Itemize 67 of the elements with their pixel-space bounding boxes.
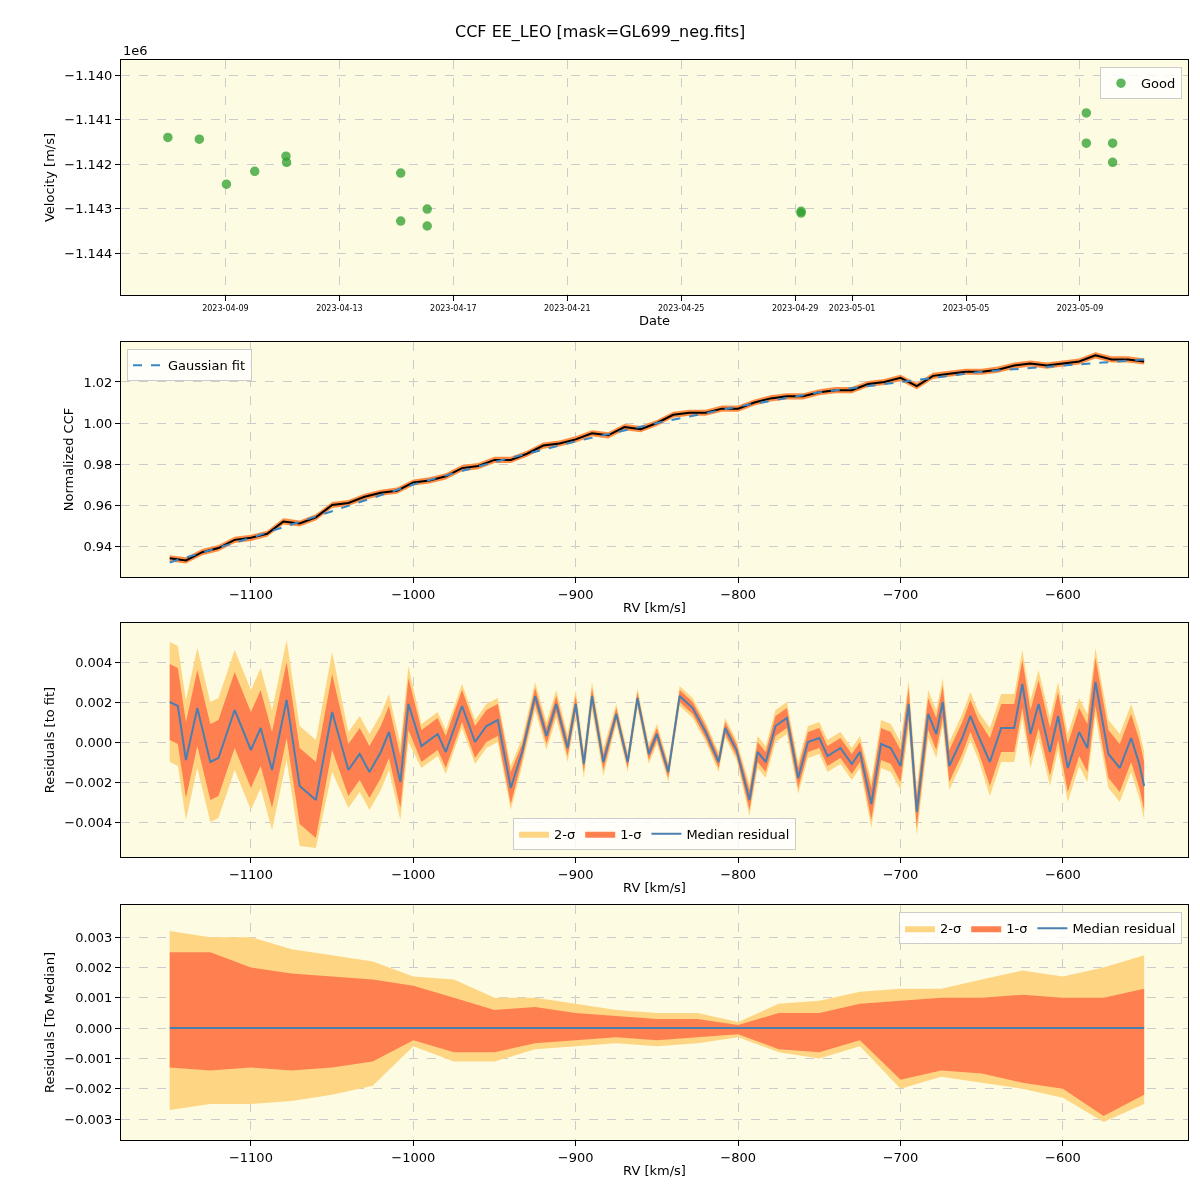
y-tick-label: 0.94 <box>83 538 113 554</box>
x-axis-title: Date <box>638 312 671 328</box>
y-tick-label: 0.96 <box>83 497 113 513</box>
x-tick-label: 2023-05-09 <box>1056 303 1104 313</box>
y-tick-label: −0.001 <box>64 1050 113 1066</box>
legend-label: 2-σ <box>940 921 962 937</box>
x-tick-label: −700 <box>882 1149 919 1165</box>
y-tick-label: −0.003 <box>64 1111 113 1127</box>
x-tick-label: 2023-05-01 <box>828 303 876 313</box>
y-tick-label: −1.143 <box>64 201 113 217</box>
y-tick-label: −0.004 <box>64 814 113 830</box>
x-tick-label: −800 <box>720 866 756 882</box>
x-axis-title: RV [km/s] <box>623 1163 686 1179</box>
x-tick-label: −800 <box>720 1149 756 1165</box>
x-tick-label: 2023-04-21 <box>544 303 591 313</box>
x-tick-label: 2023-04-17 <box>430 303 477 313</box>
y-tick-label: 0.000 <box>75 734 113 750</box>
y-axis-title: Normalized CCF <box>61 407 77 512</box>
chart-title: CCF EE_LEO [mask=GL699_neg.fits] <box>455 22 746 42</box>
x-tick-label: −900 <box>557 1149 594 1165</box>
y-tick-label: −1.140 <box>64 67 113 83</box>
legend-label: 1-σ <box>620 826 642 842</box>
y-axis-title: Residuals [To Median] <box>42 951 58 1094</box>
x-tick-label: −900 <box>557 586 594 602</box>
y-axis-title: Residuals [to fit] <box>42 686 58 794</box>
y-tick-label: −1.141 <box>64 112 113 128</box>
x-tick-label: 2023-04-29 <box>771 303 819 313</box>
x-tick-label: −600 <box>1045 866 1081 882</box>
legend-label: Good <box>1141 76 1176 92</box>
x-tick-label: 2023-04-09 <box>202 303 249 313</box>
y-tick-label: 0.002 <box>75 694 113 710</box>
y-tick-label: 1.02 <box>83 374 113 390</box>
y-tick-label: −1.144 <box>64 245 113 261</box>
y-tick-label: 0.001 <box>75 990 113 1006</box>
x-tick-label: −600 <box>1045 1149 1081 1165</box>
x-tick-label: −1000 <box>391 866 436 882</box>
y-tick-label: −1.142 <box>64 156 113 172</box>
y-tick-label: 0.004 <box>75 654 113 670</box>
x-axis-title: RV [km/s] <box>623 880 686 896</box>
x-tick-label: −1000 <box>391 586 436 602</box>
legend-label: Gaussian fit <box>168 358 246 374</box>
legend-label: 1-σ <box>1006 921 1028 937</box>
legend-label: 2-σ <box>554 826 576 842</box>
y-tick-label: 1.00 <box>83 415 113 431</box>
x-tick-label: 2023-05-05 <box>942 303 990 313</box>
x-tick-label: −1100 <box>228 1149 273 1165</box>
x-tick-label: −600 <box>1045 586 1081 602</box>
x-tick-label: −1000 <box>391 1149 436 1165</box>
legend-label: Median residual <box>1072 921 1176 937</box>
legend-label: Median residual <box>686 826 790 842</box>
x-tick-label: 2023-04-13 <box>316 303 363 313</box>
y-tick-label: −0.002 <box>64 774 113 790</box>
x-tick-label: −700 <box>882 866 919 882</box>
y-axis-title: Velocity [m/s] <box>42 132 58 223</box>
y-tick-label: 0.002 <box>75 960 113 976</box>
x-tick-label: −1100 <box>228 866 273 882</box>
x-tick-label: −800 <box>720 586 756 602</box>
y-tick-label: −0.002 <box>64 1081 113 1097</box>
y-tick-label: 0.000 <box>75 1020 113 1036</box>
x-tick-label: −700 <box>882 586 919 602</box>
x-tick-label: −1100 <box>228 586 273 602</box>
x-tick-label: 2023-04-25 <box>657 303 705 313</box>
x-tick-label: −900 <box>557 866 594 882</box>
text: 1e6 <box>123 43 148 58</box>
y-tick-label: 0.003 <box>75 929 113 945</box>
y-tick-label: 0.98 <box>83 456 113 472</box>
x-axis-title: RV [km/s] <box>623 600 686 616</box>
